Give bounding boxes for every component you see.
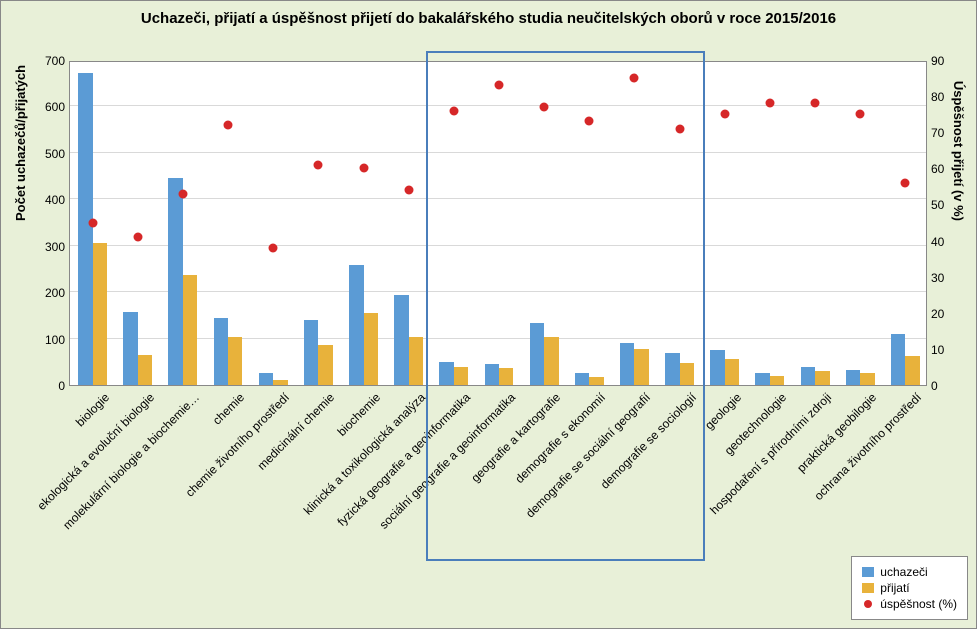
y-left-tick: 100 bbox=[45, 333, 69, 347]
dot-uspesnost bbox=[495, 81, 504, 90]
dot-uspesnost bbox=[133, 232, 142, 241]
chart-title: Uchazeči, přijatí a úspěšnost přijetí do… bbox=[1, 1, 976, 29]
bar-uchazeci bbox=[485, 364, 499, 385]
legend-marker-dot bbox=[864, 600, 872, 608]
bar-uchazeci bbox=[394, 295, 408, 385]
bar-prijati bbox=[183, 275, 197, 385]
grid-line bbox=[70, 198, 926, 199]
bar-uchazeci bbox=[665, 353, 679, 385]
y-right-tick: 50 bbox=[927, 198, 944, 212]
bar-prijati bbox=[770, 376, 784, 385]
legend-label: úspěšnost (%) bbox=[880, 597, 957, 611]
bar-uchazeci bbox=[710, 350, 724, 385]
bar-uchazeci bbox=[123, 312, 137, 385]
dot-uspesnost bbox=[449, 106, 458, 115]
dot-uspesnost bbox=[359, 164, 368, 173]
bar-prijati bbox=[318, 345, 332, 385]
bar-uchazeci bbox=[530, 323, 544, 385]
dot-uspesnost bbox=[901, 178, 910, 187]
bar-prijati bbox=[409, 337, 423, 385]
dot-uspesnost bbox=[404, 186, 413, 195]
y-left-tick: 200 bbox=[45, 286, 69, 300]
dot-uspesnost bbox=[675, 124, 684, 133]
grid-line bbox=[70, 245, 926, 246]
plot-area bbox=[69, 61, 927, 386]
legend-marker-square bbox=[862, 583, 874, 593]
dot-uspesnost bbox=[856, 110, 865, 119]
bar-prijati bbox=[228, 337, 242, 385]
y-right-tick: 30 bbox=[927, 271, 944, 285]
dot-uspesnost bbox=[540, 102, 549, 111]
y-left-axis-label: Počet uchazečů/přijatých bbox=[13, 65, 28, 221]
grid-line bbox=[70, 291, 926, 292]
bar-uchazeci bbox=[891, 334, 905, 385]
grid-line bbox=[70, 105, 926, 106]
bar-prijati bbox=[905, 356, 919, 385]
bar-prijati bbox=[273, 380, 287, 385]
bar-uchazeci bbox=[846, 370, 860, 385]
dot-uspesnost bbox=[765, 99, 774, 108]
bar-uchazeci bbox=[78, 73, 92, 385]
y-left-tick: 500 bbox=[45, 147, 69, 161]
y-right-tick: 60 bbox=[927, 162, 944, 176]
y-right-tick: 10 bbox=[927, 343, 944, 357]
plot-wrapper: 0100200300400500600700010203040506070809… bbox=[69, 61, 927, 386]
legend-item: úspěšnost (%) bbox=[862, 597, 957, 611]
bar-prijati bbox=[634, 349, 648, 385]
chart-container: Uchazeči, přijatí a úspěšnost přijetí do… bbox=[0, 0, 977, 629]
grid-line bbox=[70, 152, 926, 153]
y-right-tick: 20 bbox=[927, 307, 944, 321]
bar-prijati bbox=[725, 359, 739, 385]
y-left-tick: 700 bbox=[45, 54, 69, 68]
y-right-tick: 70 bbox=[927, 126, 944, 140]
bar-uchazeci bbox=[801, 367, 815, 385]
bar-prijati bbox=[93, 243, 107, 385]
dot-uspesnost bbox=[720, 110, 729, 119]
dot-uspesnost bbox=[314, 160, 323, 169]
bar-uchazeci bbox=[304, 320, 318, 385]
y-left-tick: 400 bbox=[45, 193, 69, 207]
legend-item: uchazeči bbox=[862, 565, 957, 579]
y-right-tick: 80 bbox=[927, 90, 944, 104]
dot-uspesnost bbox=[224, 121, 233, 130]
bar-prijati bbox=[499, 368, 513, 385]
legend-item: přijatí bbox=[862, 581, 957, 595]
y-left-tick: 600 bbox=[45, 100, 69, 114]
grid-line bbox=[70, 338, 926, 339]
y-right-tick: 90 bbox=[927, 54, 944, 68]
legend-label: přijatí bbox=[880, 581, 909, 595]
y-left-tick: 300 bbox=[45, 240, 69, 254]
bar-prijati bbox=[138, 355, 152, 385]
bar-prijati bbox=[589, 377, 603, 385]
bar-prijati bbox=[454, 367, 468, 385]
dot-uspesnost bbox=[88, 218, 97, 227]
bar-prijati bbox=[815, 371, 829, 385]
bar-prijati bbox=[680, 363, 694, 385]
y-right-axis-label: Úspěšnost přijetí (v %) bbox=[951, 81, 966, 221]
bar-uchazeci bbox=[620, 343, 634, 385]
bar-uchazeci bbox=[259, 373, 273, 385]
dot-uspesnost bbox=[178, 189, 187, 198]
dot-uspesnost bbox=[585, 117, 594, 126]
dot-uspesnost bbox=[269, 243, 278, 252]
bar-prijati bbox=[544, 337, 558, 385]
bar-uchazeci bbox=[168, 178, 182, 385]
bar-uchazeci bbox=[214, 318, 228, 385]
bar-uchazeci bbox=[755, 373, 769, 385]
y-left-tick: 0 bbox=[58, 379, 69, 393]
y-right-tick: 40 bbox=[927, 235, 944, 249]
legend-marker-square bbox=[862, 567, 874, 577]
bar-uchazeci bbox=[575, 373, 589, 385]
bar-prijati bbox=[364, 313, 378, 385]
legend: uchazeči přijatí úspěšnost (%) bbox=[851, 556, 968, 620]
legend-label: uchazeči bbox=[880, 565, 927, 579]
dot-uspesnost bbox=[811, 99, 820, 108]
bar-prijati bbox=[860, 373, 874, 385]
bar-uchazeci bbox=[439, 362, 453, 385]
dot-uspesnost bbox=[630, 74, 639, 83]
y-right-tick: 0 bbox=[927, 379, 938, 393]
bar-uchazeci bbox=[349, 265, 363, 385]
